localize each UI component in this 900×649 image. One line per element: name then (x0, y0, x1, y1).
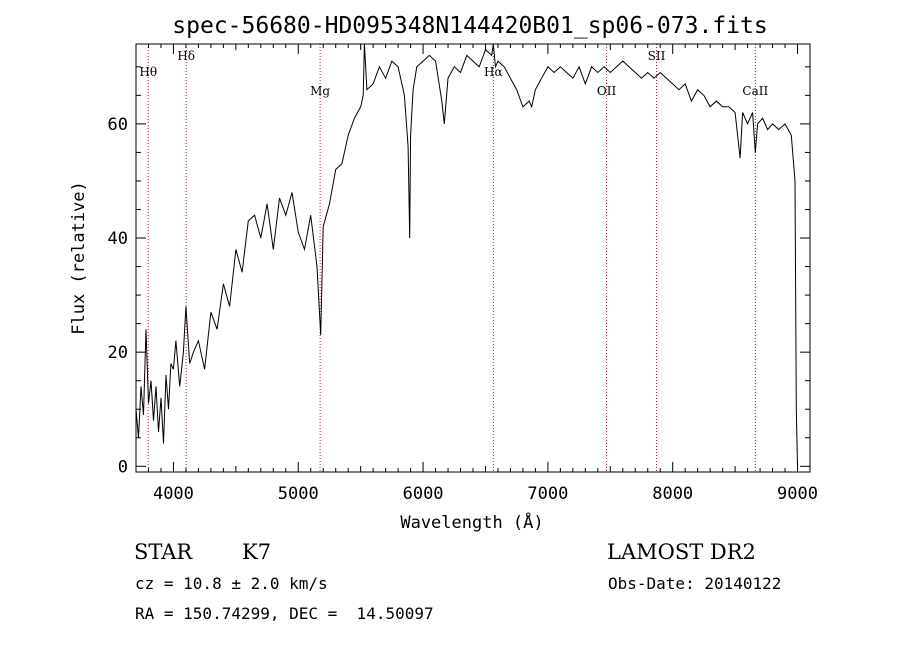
marker-label: Hα (484, 65, 503, 79)
marker-label: Mg (310, 84, 330, 98)
line-markers: Hθ Hδ Mg Hα OII SII CaII (139, 44, 768, 472)
obs-date: Obs-Date: 20140122 (608, 574, 782, 593)
marker-label: SII (648, 49, 666, 63)
x-tick-label: 9000 (777, 484, 818, 504)
y-tick-label: 40 (108, 229, 128, 249)
x-tick-label: 6000 (403, 484, 444, 504)
plot-frame (135, 43, 811, 473)
x-tick-label: 5000 (278, 484, 319, 504)
x-tick-label: 8000 (652, 484, 693, 504)
coordinates: RA = 150.74299, DEC = 14.50097 (135, 604, 434, 623)
y-tick-label: 20 (108, 343, 128, 363)
chart-title: spec-56680-HD095348N144420B01_sp06-073.f… (172, 13, 767, 39)
y-axis-label: Flux (relative) (69, 181, 89, 335)
y-tick-label: 60 (108, 115, 128, 135)
marker-label: OII (597, 84, 617, 98)
x-tick-label: 7000 (527, 484, 568, 504)
x-axis-ticks: 4000 5000 6000 7000 8000 9000 (147, 44, 818, 504)
marker-label: CaII (742, 84, 768, 98)
x-axis-label: Wavelength (Å) (400, 511, 543, 533)
y-axis-ticks: 0 20 40 60 (108, 66, 810, 477)
subclass: K7 (242, 540, 272, 564)
object-type: STAR (134, 540, 193, 564)
y-tick-label: 0 (118, 457, 128, 477)
marker-label: Hθ (139, 65, 157, 79)
survey-name: LAMOST DR2 (607, 540, 756, 564)
marker-label: Hδ (177, 49, 195, 63)
x-tick-label: 4000 (153, 484, 194, 504)
spectrum-line (135, 43, 798, 467)
redshift-readout: cz = 10.8 ± 2.0 km/s (135, 574, 328, 593)
